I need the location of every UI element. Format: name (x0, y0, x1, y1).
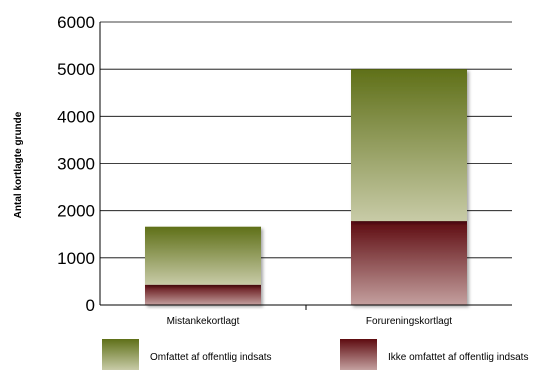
y-tick-label: 6000 (57, 13, 95, 32)
y-axis-title: Antal kortlagte grunde (13, 111, 24, 218)
legend-label: Ikke omfattet af offentlig indsats (388, 352, 528, 363)
category-label: Mistankekortlagt (167, 316, 240, 327)
bar-segment (145, 226, 261, 285)
y-tick-label: 4000 (57, 107, 95, 126)
legend-swatch (340, 339, 377, 370)
legend-swatch (102, 339, 139, 370)
y-tick-label: 3000 (57, 155, 95, 174)
y-tick-label: 1000 (57, 249, 95, 268)
legend: Omfattet af offentlig indsats Ikke omfatt… (102, 339, 528, 370)
y-tick-label: 5000 (57, 60, 95, 79)
y-tick-label: 2000 (57, 202, 95, 221)
y-tick-labels: 0 1000 2000 3000 4000 5000 6000 (57, 13, 95, 315)
legend-label: Omfattet af offentlig indsats (150, 352, 272, 363)
category-labels: Mistankekortlagt Forureningskortlagt (167, 316, 453, 327)
y-tick-label: 0 (86, 296, 95, 315)
bar-segment (351, 221, 467, 305)
bar-segment (351, 69, 467, 222)
category-label: Forureningskortlagt (366, 316, 452, 327)
bar-segment (145, 284, 261, 305)
bars (145, 69, 467, 305)
axes (99, 22, 512, 310)
